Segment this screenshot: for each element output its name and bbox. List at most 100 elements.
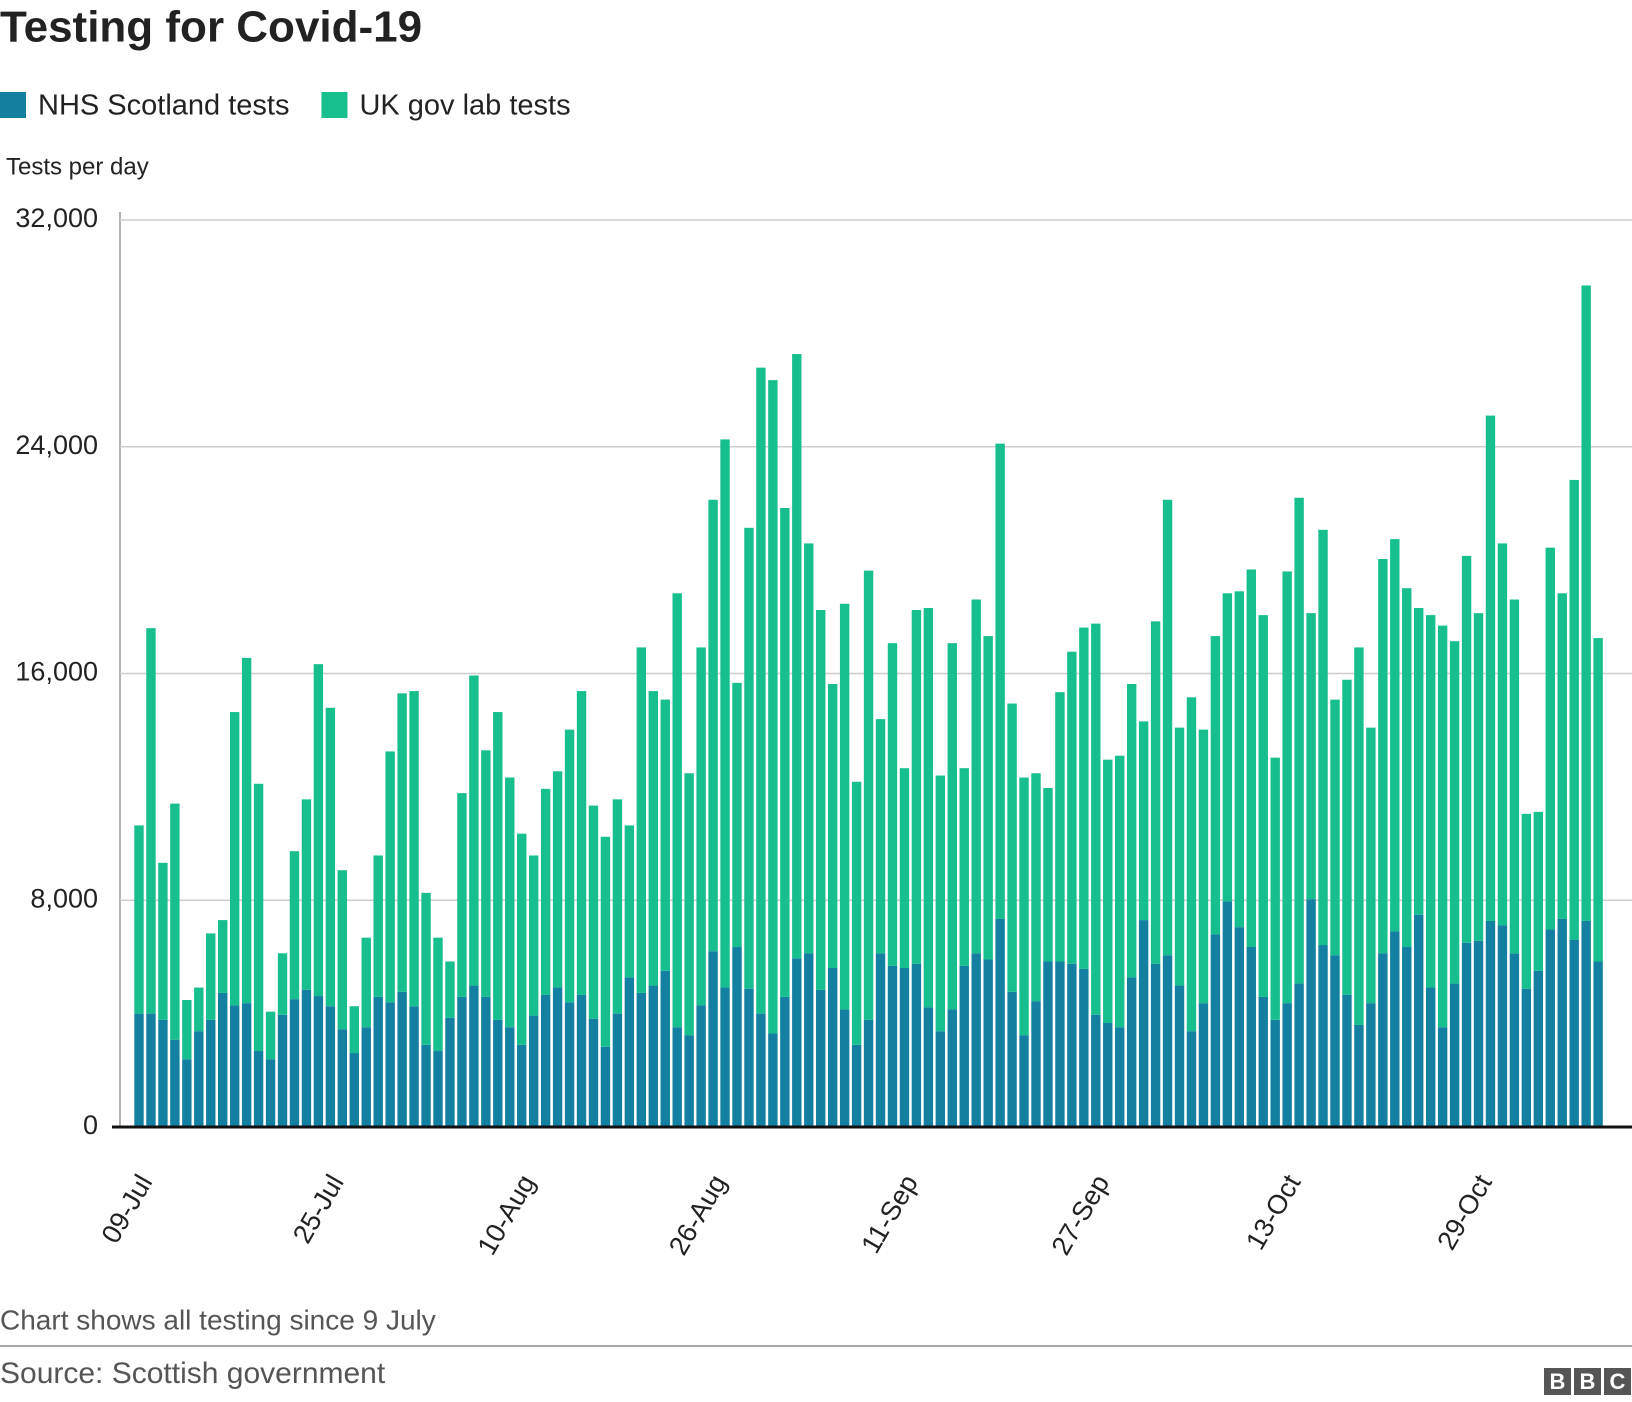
bar-segment (517, 1044, 527, 1127)
bar-segment (672, 593, 682, 1028)
bar-segment (421, 892, 431, 1045)
bar-segment (684, 1035, 694, 1127)
bar-segment (720, 439, 730, 988)
bar-segment (1222, 901, 1233, 1127)
bar-segment (887, 643, 898, 966)
bar-segment (911, 963, 922, 1127)
bar-segment (241, 657, 252, 1004)
bar-segment (564, 729, 575, 1003)
bar-segment (1222, 593, 1233, 902)
bar-segment (1246, 947, 1256, 1127)
bar-segment (182, 1000, 192, 1060)
bar-segment (337, 1029, 348, 1127)
bar-segment (792, 354, 802, 959)
bar-segment (1437, 1027, 1448, 1127)
bar-segment (1521, 813, 1532, 989)
bar-segment (923, 608, 934, 1008)
bar-segment (1103, 759, 1113, 1023)
bar-segment (1497, 543, 1508, 926)
bar-segment (1079, 968, 1089, 1127)
bar-segment (1079, 627, 1089, 969)
bar-segment (552, 987, 563, 1127)
bar-segment (1294, 497, 1304, 984)
bar-segment (768, 1033, 778, 1127)
bar-segment (1091, 623, 1101, 1015)
bar-segment (170, 1039, 180, 1127)
y-tick-label: 8,000 (30, 883, 98, 913)
bar-segment (720, 987, 730, 1127)
bar-segment (1390, 539, 1400, 932)
bar-segment (409, 691, 419, 1007)
bar-segment (1330, 699, 1340, 956)
bar-segment (1533, 811, 1544, 971)
bar-segment (1031, 773, 1041, 1002)
bar-segment (1186, 1031, 1197, 1127)
bar-segment (648, 985, 658, 1127)
bar-segment (493, 1019, 503, 1127)
bar-segment (1246, 569, 1256, 948)
bar-segment (1366, 727, 1376, 1004)
bar-segment (935, 1031, 946, 1127)
bar-segment (218, 920, 228, 993)
bar-segment (588, 805, 599, 1019)
bar-segment (206, 933, 216, 1020)
bar-segment (1449, 983, 1460, 1127)
bar-segment (1282, 1003, 1292, 1127)
bar-segment (732, 682, 742, 948)
bar-segment (1138, 920, 1149, 1127)
bar-segment (899, 967, 910, 1127)
bar-segment (636, 647, 647, 993)
bar-segment (1509, 953, 1520, 1127)
bar-segment (684, 773, 694, 1036)
bar-segment (911, 610, 922, 964)
bar-segment (827, 683, 838, 968)
bar-segment (170, 803, 180, 1040)
bar-segment (1485, 920, 1496, 1127)
bar-segment (1043, 788, 1053, 962)
bar-segment (1115, 1027, 1125, 1127)
bar-segment (1354, 647, 1364, 1025)
bar-segment (1330, 955, 1340, 1127)
bar-segment (325, 707, 336, 1007)
bar-segment (361, 937, 371, 1028)
bar-segment (600, 1046, 611, 1127)
bar-segment (804, 953, 814, 1127)
bar-segment (648, 691, 658, 986)
bar-segment (253, 783, 264, 1052)
bar-segment (385, 751, 395, 1003)
bar-segment (660, 970, 670, 1127)
source: Source: Scottish government (0, 1357, 386, 1390)
bar-segment (373, 855, 383, 997)
bar-segment (875, 719, 886, 954)
bar-segment (194, 987, 204, 1032)
bar-segment (708, 951, 718, 1127)
bar-segment (624, 977, 635, 1127)
bar-segment (564, 1002, 575, 1127)
bar-segment (935, 775, 946, 1032)
bar-segment (253, 1051, 264, 1127)
bar-segment (1557, 593, 1567, 919)
bar-segment (1186, 697, 1197, 1032)
bar-segment (289, 851, 300, 1000)
logo-box (1574, 1368, 1601, 1395)
bar-segment (229, 712, 240, 1006)
bar-segment (445, 1017, 455, 1127)
bar-segment (660, 699, 670, 971)
y-tick-label: 16,000 (15, 657, 98, 687)
bar-segment (505, 1027, 515, 1127)
bar-segment (265, 1059, 276, 1127)
bar-segment (995, 918, 1005, 1127)
bar-segment (397, 693, 407, 992)
logo-letter: C (1610, 1369, 1626, 1394)
bar-segment (313, 664, 324, 997)
bar-segment (433, 1051, 443, 1127)
bar-segment (1437, 625, 1448, 1028)
bar-segment (1270, 1019, 1280, 1127)
bar-segment (983, 959, 993, 1127)
bar-segment (528, 1015, 539, 1127)
bar-segment (433, 937, 443, 1052)
bar-segment (780, 507, 790, 997)
bar-segment (1007, 703, 1017, 992)
bar-segment (1115, 755, 1125, 1028)
y-axis-label: Tests per day (6, 153, 149, 180)
